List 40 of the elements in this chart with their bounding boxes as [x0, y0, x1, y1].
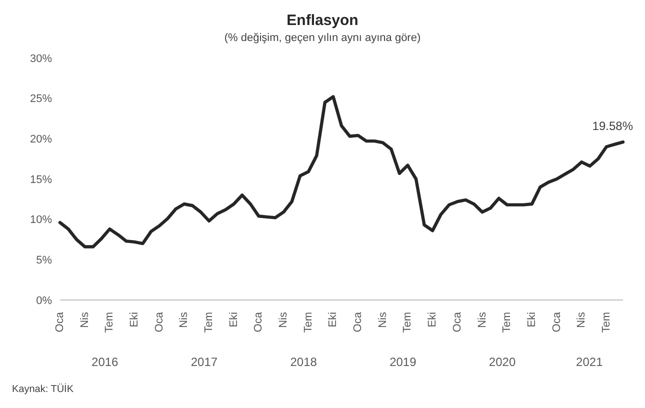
- y-tick-label: 10%: [30, 214, 52, 226]
- y-tick-label: 30%: [30, 52, 52, 65]
- x-tick-label: Nis: [476, 312, 488, 328]
- x-tick-label: Oca: [153, 311, 166, 332]
- text: 2018: [290, 355, 318, 369]
- x-tick-label: Eki: [426, 312, 439, 328]
- chart-subtitle: (% değişim, geçen yılın aynı ayına göre): [223, 32, 422, 44]
- x-tick-label: Tem: [104, 312, 116, 333]
- x-tick-label: Tem: [402, 312, 414, 333]
- x-tick-label: Eki: [526, 312, 538, 328]
- x-tick-label: Tem: [203, 312, 216, 333]
- x-tick-label: Nis: [278, 312, 290, 328]
- x-tick-label: Tem: [600, 312, 612, 333]
- x-tick-label: Nis: [178, 312, 190, 328]
- x-tick-label: Eki: [228, 312, 240, 328]
- chart-title: Enflasyon: [286, 12, 360, 29]
- x-tick-label: Eki: [128, 312, 141, 328]
- y-tick-label: 15%: [30, 174, 52, 186]
- y-tick-label: 0%: [36, 294, 52, 307]
- x-tick-label: Oca: [252, 311, 265, 332]
- x-tick-label: Oca: [352, 311, 364, 332]
- x-tick-label: Oca: [54, 311, 66, 332]
- y-tick-label: 20%: [30, 134, 52, 146]
- x-tick-label: Tem: [302, 312, 314, 333]
- text: Kaynak: TÜİK: [12, 384, 74, 395]
- text: 2021: [576, 355, 604, 369]
- text: 2017: [190, 355, 218, 369]
- x-tick-label: Oca: [550, 311, 563, 332]
- data-label: 19.58%: [592, 119, 634, 134]
- y-tick-label: 25%: [30, 93, 52, 106]
- x-tick-label: Nis: [376, 312, 389, 328]
- text: 2016: [92, 355, 119, 369]
- text: 2020: [488, 355, 516, 369]
- x-tick-label: Tem: [501, 312, 514, 333]
- text: 2019: [390, 355, 417, 369]
- y-tick-label: 5%: [36, 254, 52, 267]
- x-tick-label: Oca: [451, 311, 464, 332]
- x-tick-label: Eki: [327, 312, 340, 328]
- x-tick-label: Nis: [78, 312, 91, 328]
- x-tick-label: Nis: [576, 312, 588, 328]
